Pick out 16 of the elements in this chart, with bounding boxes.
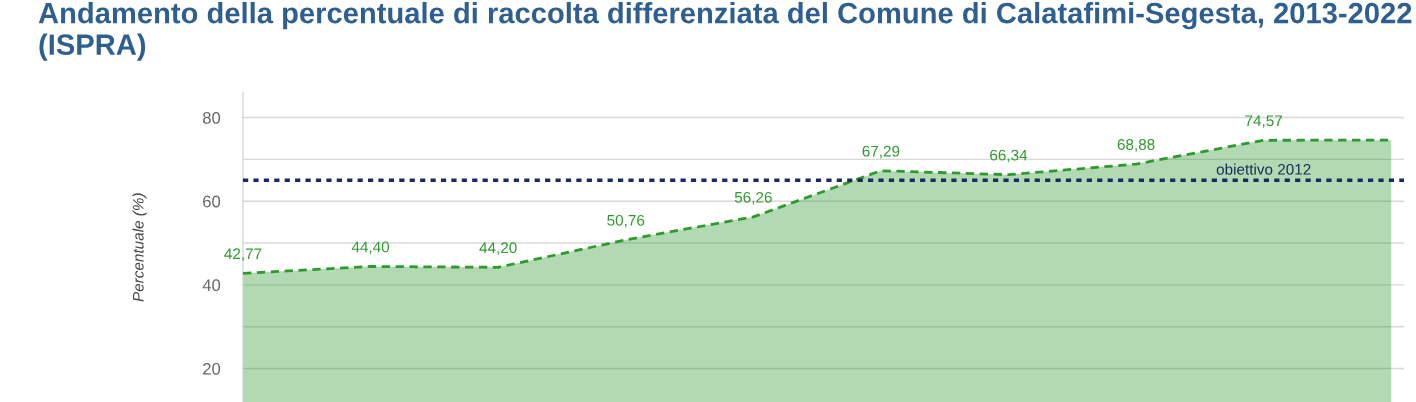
- y-axis-title: Percentuale (%): [132, 193, 147, 302]
- data-label: 44,40: [351, 241, 390, 255]
- data-label: 66,34: [990, 149, 1028, 163]
- chart-title: Andamento della percentuale di raccolta differenziata del Comune di Calatafimi-Segesta, 2013-2022 (ISPRA): [38, 2, 1412, 61]
- y-tick-label: 60: [203, 195, 221, 208]
- data-label: 56,26: [734, 191, 772, 205]
- y-tick-label: 40: [202, 279, 221, 292]
- y-tick-label: 20: [203, 362, 221, 375]
- data-label: 67,29: [862, 145, 900, 159]
- data-label: 68,88: [1117, 139, 1155, 152]
- data-label: 44,20: [479, 242, 517, 255]
- data-label: 50,76: [607, 214, 645, 228]
- data-label: 42,77: [224, 248, 262, 261]
- y-tick-label: 80: [202, 111, 221, 124]
- data-label: 74,57: [1245, 115, 1283, 128]
- ref-line-label: obiettivo 2012: [1216, 163, 1311, 175]
